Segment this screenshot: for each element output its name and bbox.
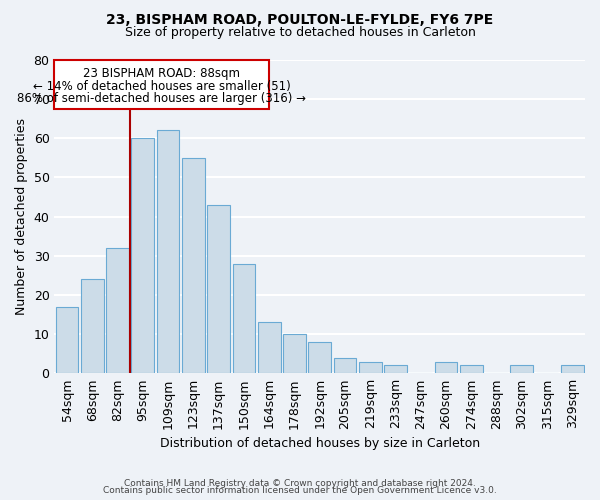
Bar <box>334 358 356 374</box>
Text: 86% of semi-detached houses are larger (316) →: 86% of semi-detached houses are larger (… <box>17 92 306 105</box>
X-axis label: Distribution of detached houses by size in Carleton: Distribution of detached houses by size … <box>160 437 480 450</box>
Text: 23, BISPHAM ROAD, POULTON-LE-FYLDE, FY6 7PE: 23, BISPHAM ROAD, POULTON-LE-FYLDE, FY6 … <box>106 12 494 26</box>
FancyBboxPatch shape <box>55 60 269 109</box>
Bar <box>308 342 331 374</box>
Bar <box>182 158 205 374</box>
Bar <box>258 322 281 374</box>
Text: ← 14% of detached houses are smaller (51): ← 14% of detached houses are smaller (51… <box>33 80 290 92</box>
Y-axis label: Number of detached properties: Number of detached properties <box>15 118 28 315</box>
Bar <box>561 366 584 374</box>
Bar <box>511 366 533 374</box>
Bar <box>359 362 382 374</box>
Text: Size of property relative to detached houses in Carleton: Size of property relative to detached ho… <box>125 26 475 39</box>
Bar <box>157 130 179 374</box>
Bar <box>207 205 230 374</box>
Bar <box>233 264 255 374</box>
Text: Contains HM Land Registry data © Crown copyright and database right 2024.: Contains HM Land Registry data © Crown c… <box>124 478 476 488</box>
Bar <box>131 138 154 374</box>
Bar <box>384 366 407 374</box>
Bar <box>106 248 129 374</box>
Bar <box>460 366 482 374</box>
Text: 23 BISPHAM ROAD: 88sqm: 23 BISPHAM ROAD: 88sqm <box>83 67 240 80</box>
Bar <box>56 306 79 374</box>
Bar <box>434 362 457 374</box>
Bar <box>81 280 104 374</box>
Text: Contains public sector information licensed under the Open Government Licence v3: Contains public sector information licen… <box>103 486 497 495</box>
Bar <box>283 334 306 374</box>
